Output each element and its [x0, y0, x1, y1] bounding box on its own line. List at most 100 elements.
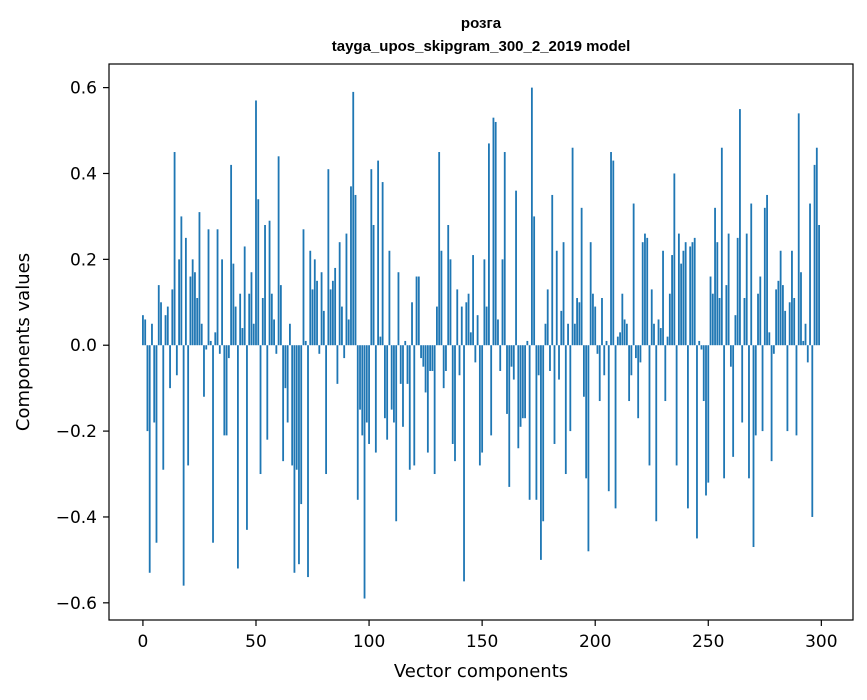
bar-204	[603, 345, 606, 376]
bar-13	[171, 289, 174, 346]
bar-177	[542, 345, 545, 522]
bar-208	[612, 160, 615, 346]
bar-282	[779, 250, 782, 346]
bar-16	[178, 259, 181, 346]
bar-156	[494, 121, 497, 346]
bar-293	[804, 323, 807, 346]
bar-218	[635, 345, 637, 359]
bar-220	[639, 345, 642, 363]
bar-58	[273, 319, 275, 346]
bar-175	[537, 345, 540, 376]
bar-287	[791, 250, 793, 346]
bar-96	[359, 345, 361, 410]
bar-75	[311, 289, 314, 346]
bar-164	[512, 345, 515, 380]
bar-43	[239, 293, 242, 346]
bar-270	[752, 345, 755, 548]
bar-249	[705, 345, 707, 496]
bar-79	[320, 272, 323, 346]
bar-19	[184, 237, 187, 346]
bar-229	[659, 328, 662, 346]
bar-286	[788, 302, 791, 346]
bar-157	[497, 319, 499, 346]
bar-47	[248, 293, 251, 346]
bar-174	[535, 345, 538, 500]
bar-62	[282, 345, 285, 462]
bar-273	[759, 276, 762, 346]
bar-183	[555, 250, 558, 346]
bar-278	[770, 345, 773, 462]
bar-44	[241, 328, 244, 346]
bar-245	[696, 345, 698, 539]
bar-42	[237, 345, 239, 569]
bar-132	[440, 250, 443, 346]
bar-149	[478, 345, 481, 466]
bar-88	[341, 306, 343, 346]
bar-48	[250, 272, 253, 346]
bar-99	[365, 345, 368, 423]
bar-196	[585, 345, 588, 479]
bar-259	[727, 233, 730, 346]
bar-52	[259, 345, 262, 475]
bar-69	[298, 345, 300, 565]
bar-205	[605, 340, 608, 346]
bar-160	[503, 152, 506, 346]
bar-264	[739, 109, 741, 346]
bar-80	[322, 310, 325, 346]
bar-64	[286, 345, 289, 423]
bar-49	[252, 323, 255, 346]
bar-162	[508, 345, 511, 487]
bar-66	[291, 345, 294, 466]
bar-14	[173, 152, 176, 346]
bar-120	[413, 345, 416, 466]
bar-263	[736, 237, 739, 346]
bar-167	[519, 345, 522, 427]
x-tick-label: 300	[805, 632, 837, 652]
bar-12	[169, 345, 171, 389]
bar-102	[372, 225, 375, 346]
bar-275	[763, 207, 766, 346]
bar-56	[268, 220, 271, 346]
chart-title: розга	[461, 15, 502, 32]
bar-140	[458, 345, 461, 376]
bar-153	[488, 143, 490, 346]
bar-248	[702, 345, 705, 402]
bar-133	[442, 345, 445, 389]
bar-134	[445, 345, 447, 371]
bar-272	[757, 293, 759, 346]
bar-280	[775, 289, 778, 346]
bar-159	[501, 259, 504, 346]
bar-118	[408, 345, 411, 470]
x-tick-label: 250	[692, 632, 724, 652]
bar-71	[302, 229, 305, 346]
bar-178	[544, 323, 547, 346]
bar-139	[456, 289, 459, 346]
bar-113	[397, 272, 400, 346]
bar-33	[216, 229, 219, 346]
bar-104	[377, 160, 380, 346]
bar-38	[227, 345, 230, 359]
bar-110	[390, 345, 393, 410]
bar-53	[261, 297, 264, 346]
x-tick-label: 200	[579, 632, 611, 652]
bar-276	[766, 194, 768, 346]
bar-251	[709, 276, 712, 346]
bar-121	[415, 276, 418, 346]
bar-10	[164, 315, 167, 346]
bar-128	[431, 345, 434, 371]
bar-288	[793, 297, 796, 346]
bar-15	[175, 345, 178, 376]
bar-230	[662, 250, 664, 346]
bar-190	[571, 147, 574, 346]
plot-frame	[108, 63, 854, 621]
bar-136	[449, 259, 452, 346]
bar-108	[386, 345, 389, 440]
bar-200	[594, 306, 597, 346]
bar-184	[558, 345, 560, 380]
bar-254	[716, 242, 719, 346]
bar-25	[198, 212, 201, 346]
bar-256	[720, 147, 723, 346]
bar-294	[806, 345, 809, 363]
bar-54	[264, 225, 266, 346]
bar-215	[628, 345, 631, 402]
